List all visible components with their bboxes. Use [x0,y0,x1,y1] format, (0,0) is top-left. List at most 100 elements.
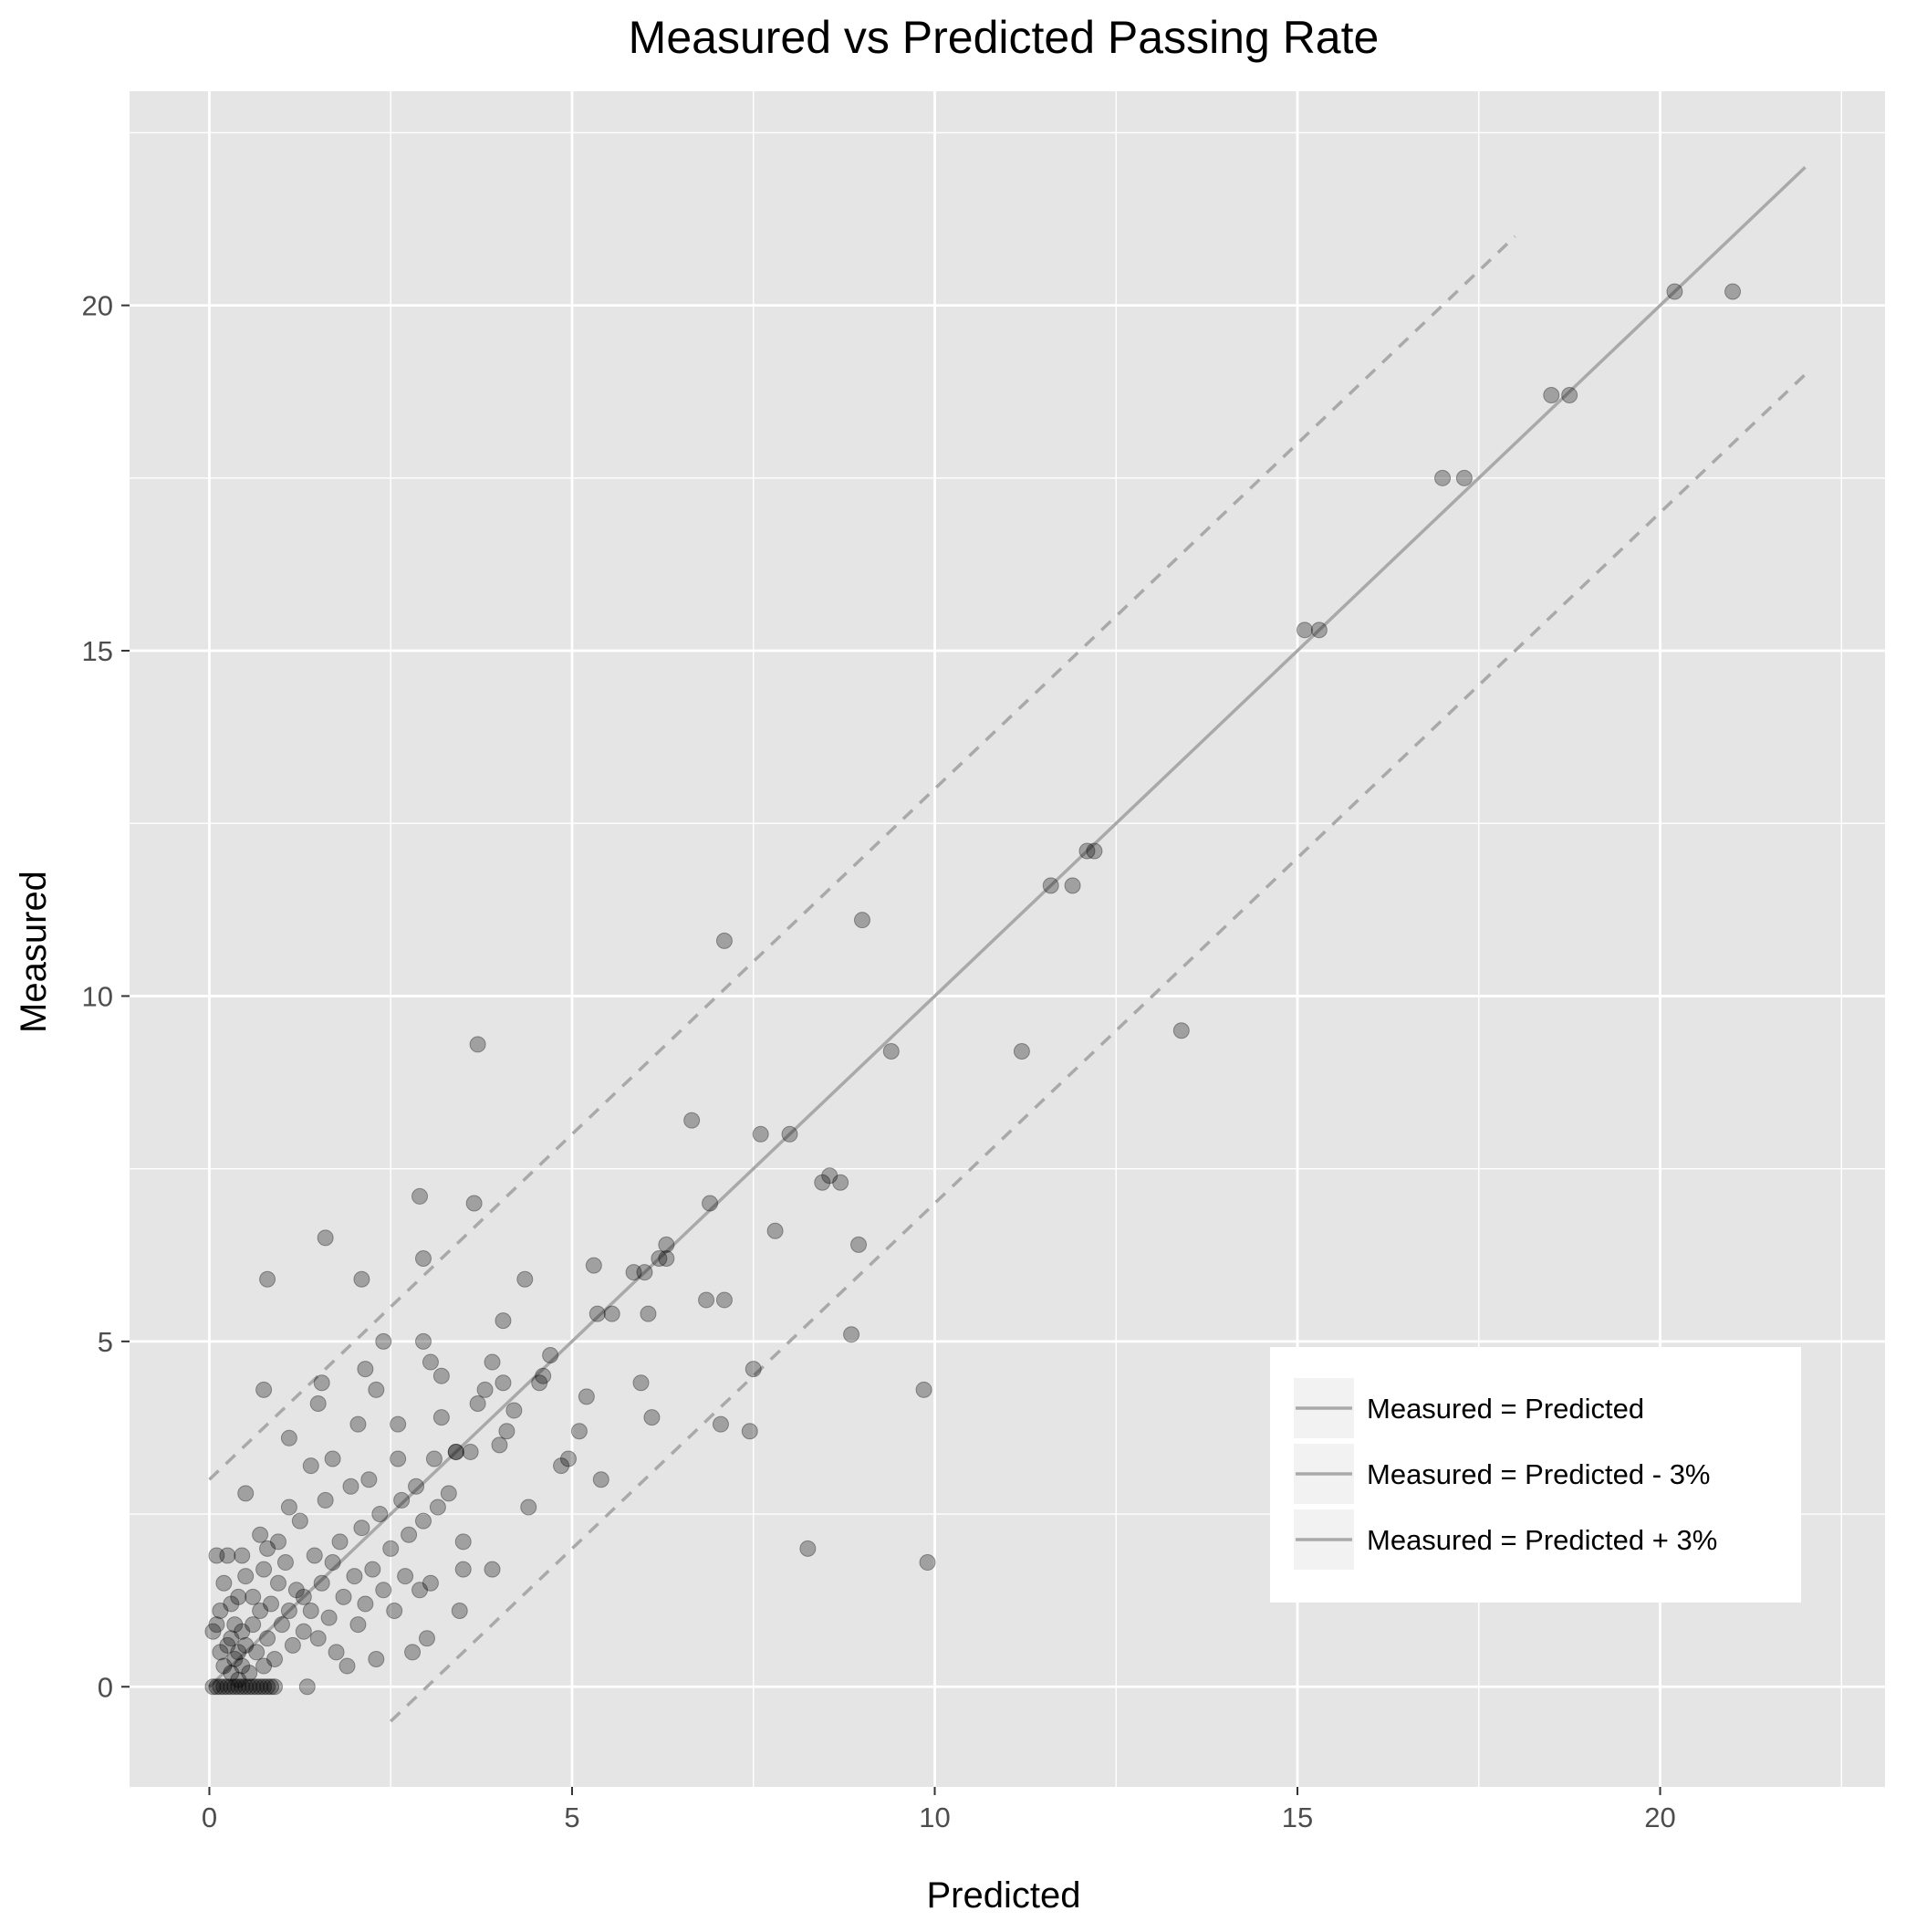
data-point [585,1257,602,1274]
data-point [353,1519,370,1537]
data-point [752,1125,769,1143]
data-point [219,1636,236,1654]
data-point [651,1250,668,1268]
x-axis-ticks: 0 5 10 15 20 [202,1787,1676,1833]
data-point [245,1588,262,1605]
data-point [349,1616,367,1634]
data-point [712,1415,729,1433]
data-point [309,1394,327,1412]
data-point [204,1623,222,1640]
data-point [560,1450,577,1467]
data-point [223,1665,240,1682]
data-point [588,1305,606,1322]
data-point [425,1450,443,1467]
data-point [698,1291,715,1309]
data-point [295,1588,312,1605]
data-point [715,932,733,949]
data-point [462,1443,479,1460]
data-point [821,1167,838,1185]
data-point [212,1603,229,1620]
data-point [276,1554,294,1572]
data-point [625,1264,642,1281]
data-point [397,1568,414,1585]
data-point [263,1678,280,1696]
data-point [259,1678,276,1696]
data-point [495,1374,512,1392]
data-point [422,1353,439,1371]
data-point [520,1499,537,1516]
data-point [226,1650,244,1667]
data-point [814,1174,831,1191]
data-points [204,283,1742,1696]
data-point [241,1665,258,1682]
y-axis-title: Measured [14,871,54,1033]
reference-line-1 [208,165,1807,1688]
data-point [799,1540,817,1557]
x-tick-label: 10 [919,1801,950,1833]
data-point [245,1616,262,1634]
reference-line-2 [390,373,1807,1723]
data-point [432,1367,450,1384]
data-point [259,1630,276,1647]
y-tick-label: 5 [98,1326,113,1358]
data-point [850,1236,868,1253]
x-tick-label: 15 [1282,1801,1313,1833]
data-point [1172,1022,1190,1039]
data-point [422,1574,439,1592]
data-point [331,1533,349,1551]
data-point [266,1678,284,1696]
data-point [592,1471,609,1488]
y-tick-label: 15 [82,635,113,667]
data-point [843,1326,860,1343]
data-point [1455,469,1473,486]
chart-title: Measured vs Predicted Passing Rate [629,12,1380,63]
data-point [371,1506,389,1523]
y-tick-label: 20 [82,290,113,322]
data-point [313,1574,330,1592]
data-point [741,1423,758,1440]
data-point [204,1678,222,1696]
data-point [313,1374,330,1392]
data-point [338,1657,356,1675]
data-point [832,1174,849,1191]
data-point [390,1450,407,1467]
data-point [411,1187,429,1205]
data-point [542,1346,559,1363]
data-point [234,1678,251,1696]
data-point [375,1332,392,1350]
y-tick-label: 0 [98,1671,113,1703]
data-point [553,1457,570,1475]
data-point [640,1305,657,1322]
data-point [919,1554,936,1572]
data-point [287,1582,305,1599]
data-point [393,1491,411,1509]
data-point [234,1547,251,1564]
data-point [498,1423,516,1440]
data-point [484,1561,501,1578]
data-point [386,1603,403,1620]
data-point [495,1312,512,1330]
data-point [578,1388,595,1405]
data-point [342,1478,359,1495]
data-point [255,1381,273,1398]
data-point [263,1595,280,1613]
legend-label-1: Measured = Predicted [1367,1393,1644,1425]
data-point [237,1678,255,1696]
data-point [745,1361,762,1378]
data-point [280,1429,297,1446]
data-point [230,1644,247,1661]
data-point [360,1471,378,1488]
data-point [306,1547,323,1564]
data-point [230,1671,247,1688]
data-point [208,1678,225,1696]
data-point [324,1554,341,1572]
data-point [418,1630,435,1647]
data-point [237,1485,255,1502]
data-point [570,1423,588,1440]
data-point [284,1636,301,1654]
data-point [302,1603,319,1620]
data-point [226,1616,244,1634]
data-point [328,1644,345,1661]
data-point [230,1588,247,1605]
